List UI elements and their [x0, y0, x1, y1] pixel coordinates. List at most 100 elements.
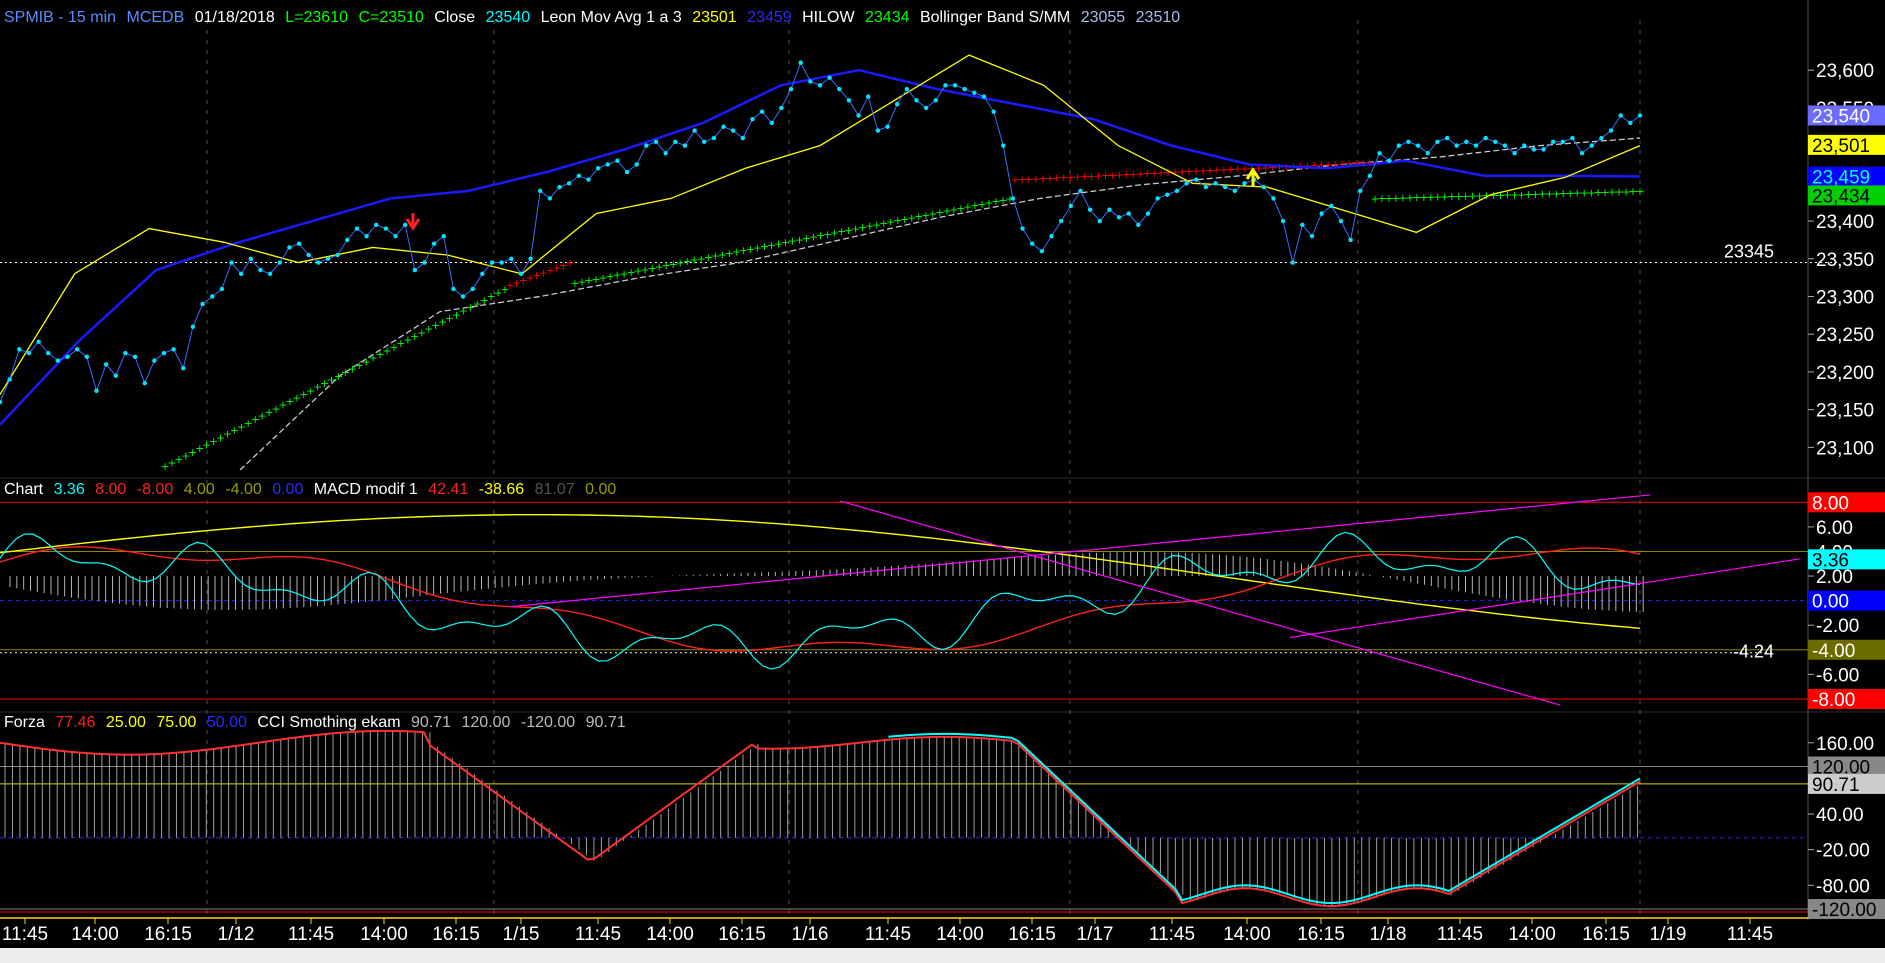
- close-point: [1348, 237, 1353, 243]
- close-point: [171, 347, 176, 352]
- sar-red-dot: +: [1108, 169, 1117, 182]
- macd-v1: 3.36: [53, 481, 85, 498]
- macd-chart-label: Chart: [4, 481, 44, 498]
- sar-green-dot: +: [634, 265, 643, 278]
- close-point: [1473, 143, 1479, 148]
- x-tick-label: 1/12: [218, 924, 255, 945]
- buy-arrow-icon: [1245, 167, 1261, 186]
- sar-red-dot: +: [1038, 172, 1047, 185]
- sar-red-dot: +: [512, 277, 521, 290]
- close-point: [1184, 181, 1189, 186]
- sar-green-dot: +: [1531, 188, 1540, 201]
- close-point: [1608, 128, 1614, 133]
- sar-green-dot: +: [893, 214, 902, 227]
- sar-red-dot: +: [1247, 162, 1256, 175]
- x-tick-label: 11:45: [865, 924, 911, 945]
- sar-green-dot: +: [348, 363, 357, 376]
- sar-green-dot: +: [1405, 191, 1414, 204]
- sar-green-dot: +: [1440, 190, 1449, 203]
- close-point: [94, 388, 99, 393]
- close-point: [1444, 135, 1450, 141]
- close-point: [528, 256, 533, 261]
- sar-green-dot: +: [181, 449, 190, 462]
- macd-study-v1: 42.41: [428, 481, 469, 498]
- close-point: [798, 60, 803, 65]
- close-point: [1165, 192, 1170, 197]
- close-point: [827, 75, 832, 80]
- close-point: [364, 233, 369, 239]
- close-point: [123, 350, 128, 356]
- close-point: [1560, 139, 1566, 145]
- close-point: [325, 256, 331, 261]
- sar-green-dot: +: [900, 213, 909, 226]
- sar-green-dot: +: [612, 269, 621, 282]
- close-point: [1358, 188, 1363, 194]
- sar-red-dot: +: [1143, 167, 1152, 180]
- price-tick-label: 23,300: [1816, 287, 1874, 308]
- cci-label: CCI Smothing ekam: [257, 714, 401, 731]
- sar-green-dot: +: [1601, 186, 1610, 199]
- sar-red-dot: +: [559, 259, 568, 272]
- x-tick-label: 14:00: [1508, 924, 1556, 945]
- date-label: 01/18/2018: [194, 9, 275, 26]
- close-point: [1030, 241, 1035, 246]
- sar-green-dot: +: [438, 316, 447, 329]
- x-tick-label: 11:45: [1437, 924, 1483, 945]
- close-point: [1522, 143, 1527, 148]
- close-point: [1425, 150, 1430, 156]
- sar-green-dot: +: [1510, 188, 1519, 201]
- forza-v1: 77.46: [55, 714, 96, 731]
- sar-green-dot: +: [410, 330, 419, 343]
- sar-red-dot: +: [1351, 157, 1360, 170]
- sar-green-dot: +: [424, 323, 433, 336]
- cci-v4: 90.71: [585, 714, 626, 731]
- sar-red-dot: +: [539, 267, 548, 280]
- sar-green-dot: +: [271, 402, 280, 415]
- x-tick-label: 16:15: [432, 924, 480, 945]
- macd-v2: 8.00: [95, 481, 127, 498]
- sar-red-dot: +: [1331, 158, 1340, 171]
- sar-green-dot: +: [844, 224, 853, 237]
- sar-green-dot: +: [1545, 187, 1554, 200]
- price-tick-label: 23,350: [1816, 250, 1874, 271]
- sar-green-dot: +: [445, 312, 454, 325]
- sar-green-dot: +: [767, 239, 776, 252]
- sar-green-dot: +: [753, 241, 762, 254]
- close-point: [190, 324, 196, 329]
- x-tick-label: 11:45: [575, 924, 621, 945]
- sar-red-dot: +: [1122, 168, 1131, 181]
- macd-study-v2: -38.66: [478, 481, 525, 498]
- close-point: [267, 271, 273, 277]
- sar-green-dot: +: [746, 243, 755, 256]
- sar-green-dot: +: [1559, 187, 1568, 200]
- close-point: [1589, 143, 1594, 148]
- close-point: [1242, 181, 1247, 186]
- sar-red-dot: +: [1080, 170, 1089, 183]
- close-point: [1338, 218, 1344, 224]
- macd-tag-label: 0.00: [1812, 592, 1849, 613]
- close-point: [1194, 177, 1199, 182]
- sar-red-dot: +: [1345, 157, 1354, 170]
- sar-green-dot: +: [1614, 185, 1623, 198]
- close-point: [557, 184, 562, 190]
- close-point: [1435, 139, 1440, 145]
- macd-tag-label: 3.36: [1812, 550, 1849, 571]
- close-point: [393, 233, 398, 239]
- cci-v3: -120.00: [520, 714, 576, 731]
- close-point: [943, 83, 948, 88]
- close-point: [1512, 150, 1517, 156]
- price-tick-label: 23,150: [1816, 401, 1874, 422]
- close-point: [0, 399, 3, 405]
- sar-green-dot: +: [795, 233, 804, 246]
- close-point: [402, 222, 408, 228]
- close-point: [1222, 184, 1228, 190]
- sar-red-dot: +: [1198, 164, 1207, 177]
- sar-green-dot: +: [375, 348, 384, 361]
- close-point: [345, 237, 350, 243]
- sar-green-dot: +: [369, 352, 378, 365]
- sar-green-dot: +: [739, 244, 748, 257]
- close-point: [518, 271, 524, 277]
- close-point: [1232, 188, 1238, 194]
